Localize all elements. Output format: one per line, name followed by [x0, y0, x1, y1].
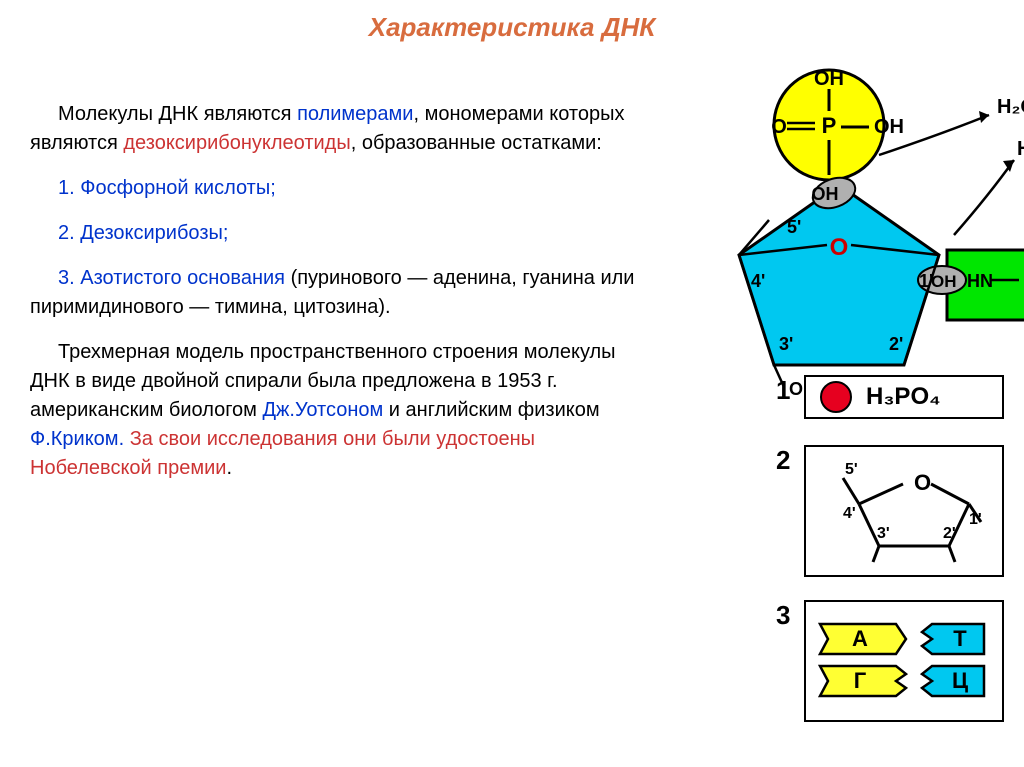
base-a: А [852, 626, 868, 651]
legend-number: 2 [776, 445, 790, 476]
t: Дж.Уотсоном [263, 399, 384, 421]
nucleotide-svg: OH P O OH OH O 1' 2' 3' 4' 5' OH OH HN H… [679, 55, 1024, 395]
t: полимерами [297, 103, 413, 125]
sugar-mini-svg: O 1' 2' 3' 4' 5' [819, 456, 989, 566]
label-oh: OH [814, 68, 844, 90]
list-item-1: 1. Фосфорной кислоты; [30, 174, 660, 203]
label-c2: 2' [943, 525, 956, 542]
label-oh: OH [812, 184, 839, 204]
label-c5: 5' [787, 217, 801, 237]
formula-h3po4: H₃PO₄ [866, 383, 941, 411]
t: Ф.Криком [30, 428, 119, 450]
list-item-3: 3. Азотистого основания (пуринового — ад… [30, 264, 660, 322]
label-c4: 4' [751, 271, 765, 291]
legend-1: 1 H₃PO₄ [804, 375, 1004, 421]
paragraph-intro: Молекулы ДНК являются полимерами, мономе… [30, 100, 660, 158]
base-c: Ц [952, 668, 968, 693]
nucleotide-diagram: OH P O OH OH O 1' 2' 3' 4' 5' OH OH HN H… [679, 55, 1009, 400]
label-oh: OH [931, 272, 957, 291]
legend-box: H₃PO₄ [804, 375, 1004, 419]
label-c3: 3' [877, 525, 890, 542]
paragraph-history: Трехмерная модель пространственного стро… [30, 338, 660, 483]
label-oh: OH [874, 116, 904, 138]
label-h2o: H₂O [1017, 138, 1024, 160]
base-pairs-svg: А Т Г Ц [814, 616, 994, 706]
t: . [226, 457, 232, 479]
label-p: P [822, 113, 837, 138]
t: и английским физиком [383, 399, 599, 421]
list-item-2: 2. Дезоксирибозы; [30, 219, 660, 248]
base-g: Г [854, 668, 867, 693]
t: Молекулы ДНК являются [58, 103, 297, 125]
t: . [119, 428, 130, 450]
label-o-ring: O [830, 234, 849, 261]
text-column: Молекулы ДНК являются полимерами, мономе… [30, 100, 660, 499]
label-c5: 5' [845, 461, 858, 478]
t: 3. Азотистого основания [58, 267, 291, 289]
red-circle-icon [820, 381, 852, 413]
legend-2: 2 O 1' 2' 3' 4' 5' [804, 445, 1004, 565]
sugar-pentagon [739, 185, 939, 365]
arrow-water [954, 160, 1014, 235]
label-c2: 2' [889, 334, 903, 354]
label-c4: 4' [843, 505, 856, 522]
label-o: O [771, 116, 787, 138]
t: дезоксирибонуклеотиды [123, 132, 350, 154]
label-c3: 3' [779, 334, 793, 354]
label-o: O [914, 470, 931, 495]
legend-number: 3 [776, 600, 790, 631]
legend-number: 1 [776, 375, 790, 406]
legend-box: А Т Г Ц [804, 600, 1004, 722]
legend-box: O 1' 2' 3' 4' 5' [804, 445, 1004, 577]
t: , образованные остатками: [351, 132, 602, 154]
label-c1: 1' [969, 511, 982, 528]
base-t: Т [953, 626, 967, 651]
label-h2o: H₂O [997, 96, 1024, 118]
legend-3: 3 А Т Г Ц [804, 600, 1004, 710]
label-hn: HN [967, 271, 993, 291]
page-title: Характеристика ДНК [0, 12, 1024, 43]
